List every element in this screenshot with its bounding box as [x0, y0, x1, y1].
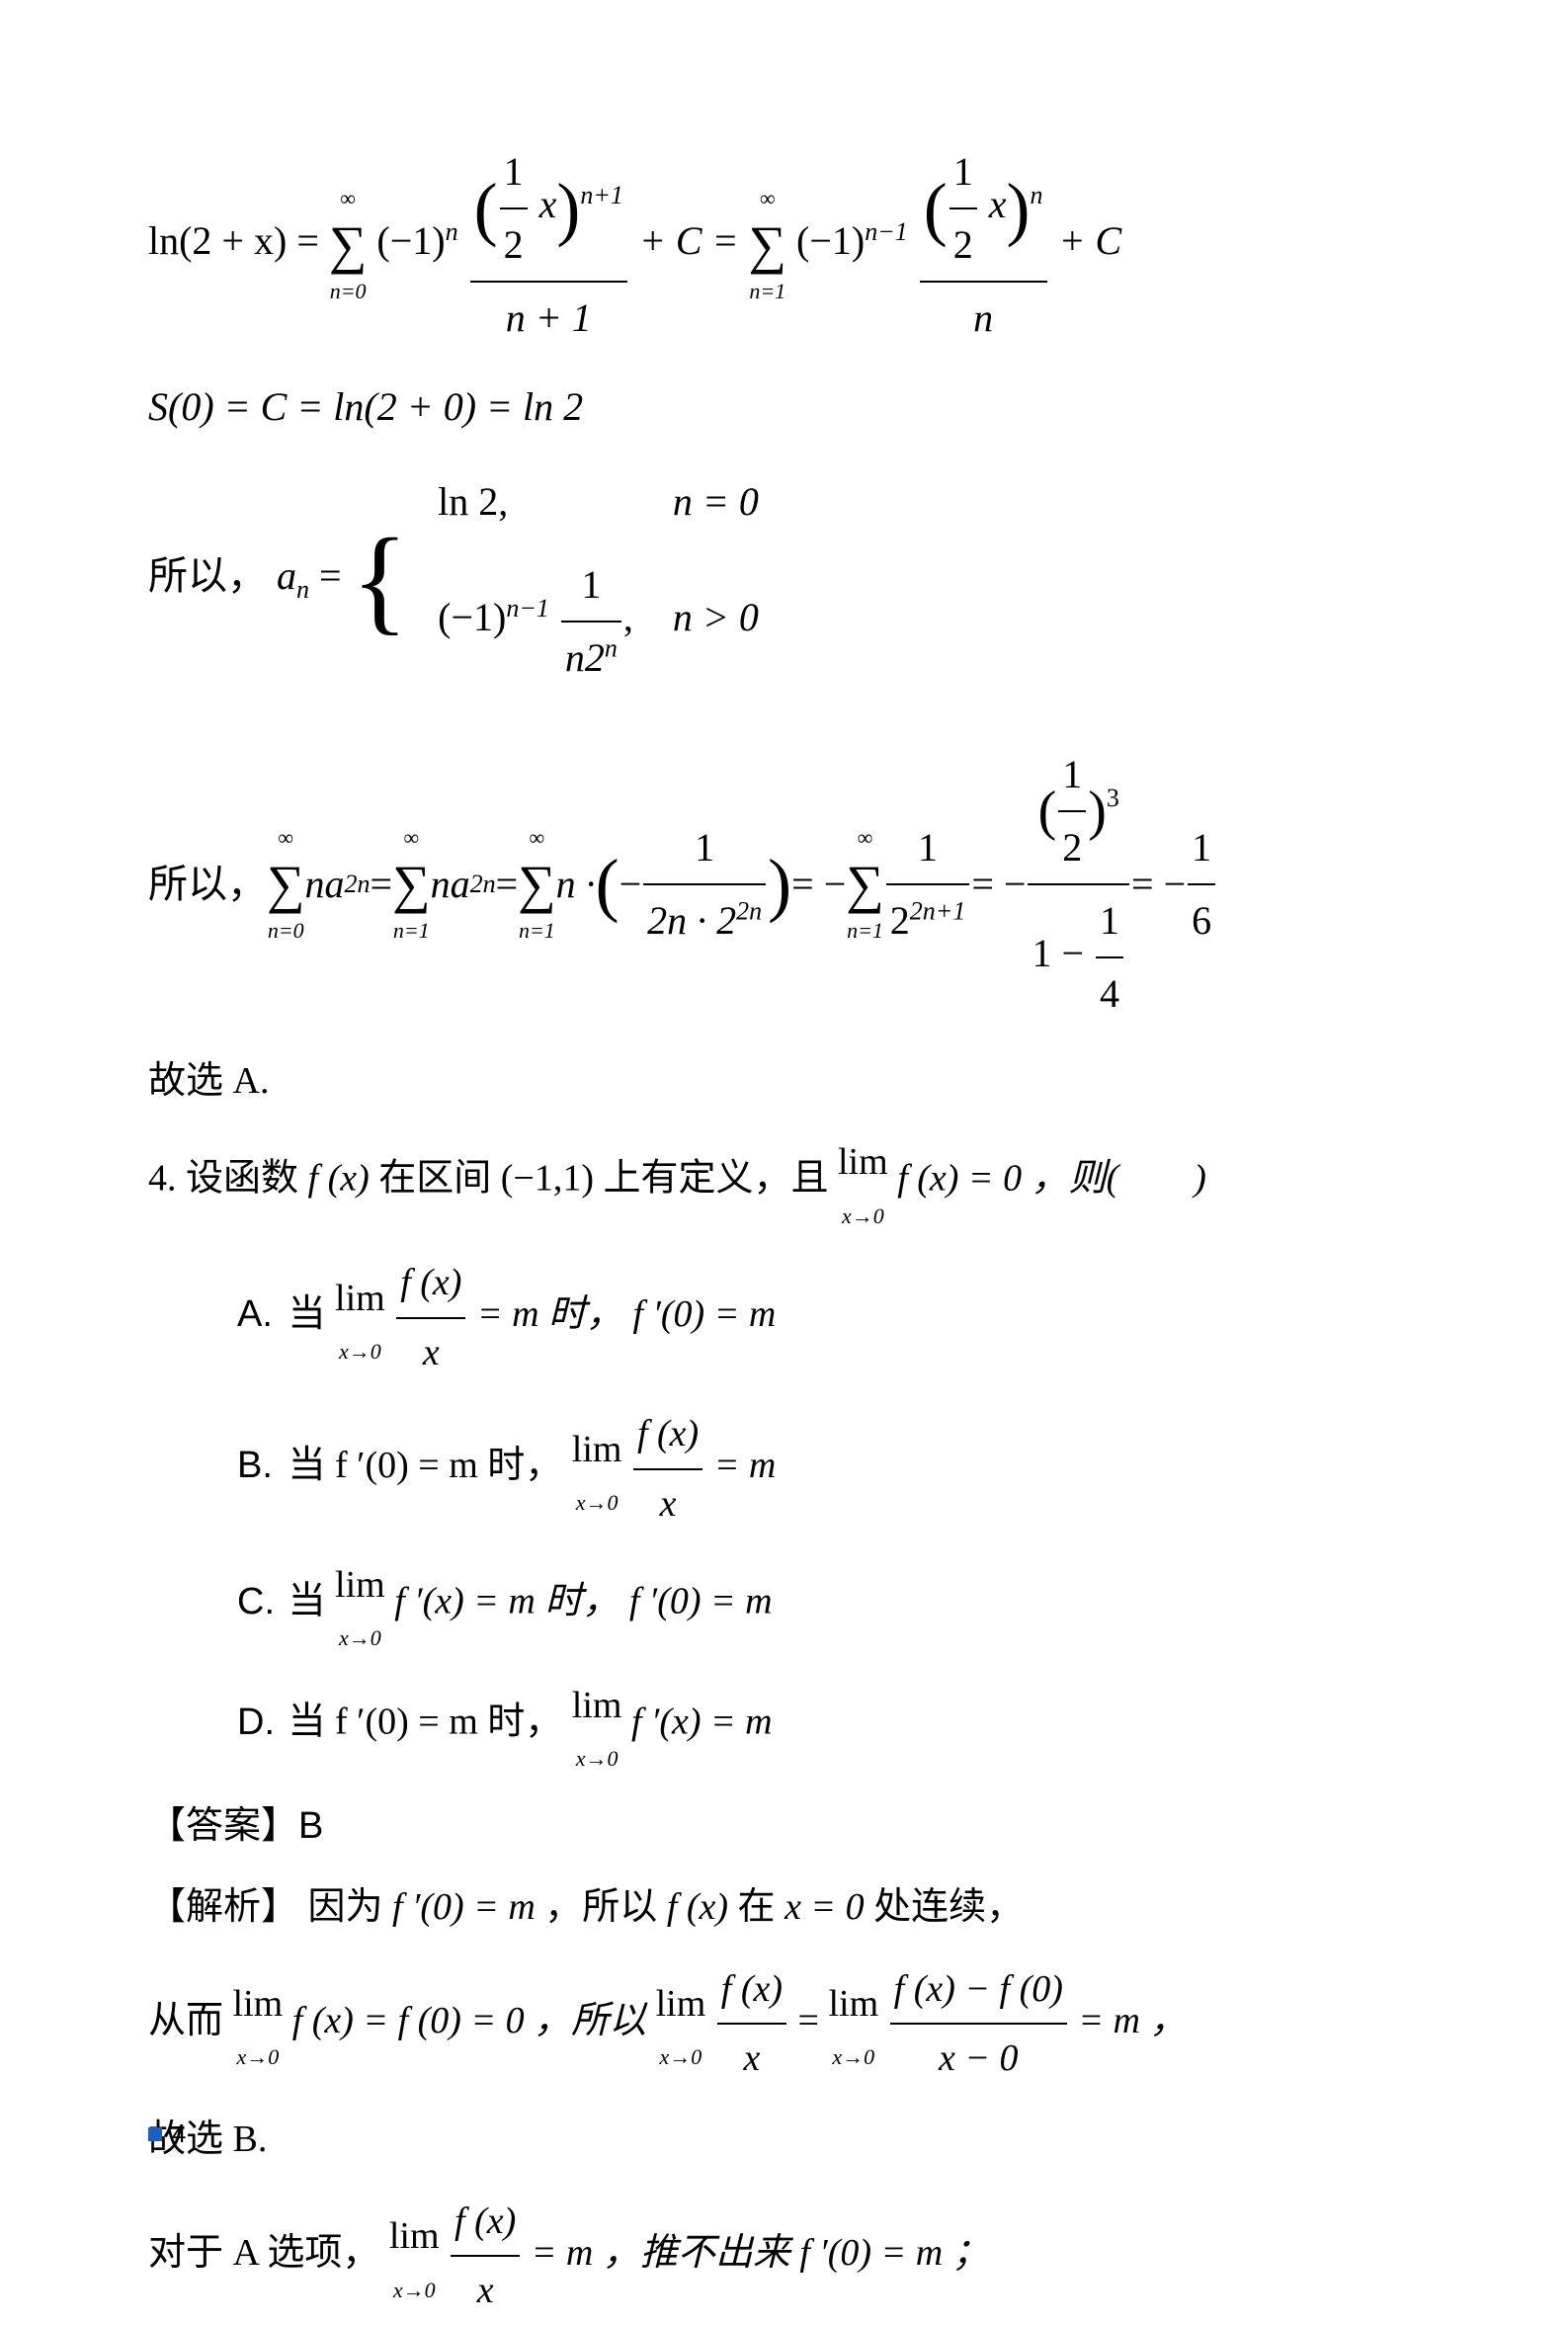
analysis-A-option: 对于 A 选项， limx→0 f (x)x = m ，推不出来 f ′(0) …: [148, 2188, 1420, 2325]
sum-icon: ∞ ∑ n=1: [749, 179, 787, 310]
sum-icon: ∞∑n=1: [392, 818, 431, 950]
answer-line: 【答案】B: [148, 1792, 1420, 1860]
lim-icon: limx→0: [828, 1970, 878, 2077]
page-number: 4: [172, 2118, 186, 2149]
eq1-frac1: (12 x)n+1 n + 1: [470, 136, 627, 354]
eq1-frac2: (12 x)n n: [920, 136, 1047, 354]
content-area: ln(2 + x) = ∞ ∑ n=0 (−1)n (12 x)n+1 n + …: [148, 136, 1420, 2325]
question-4: 4. 设函数 f (x) 在区间 (−1,1) 上有定义，且 limx→0 f …: [148, 1128, 1420, 1235]
option-B: B. 当 f ′(0) = m 时， limx→0 f (x)x = m: [237, 1400, 1420, 1537]
equation-an-piecewise: 所以， an = { ln 2, n = 0 (−1)n−1 1 n2n ,: [148, 460, 1420, 700]
lim-icon: limx→0: [656, 1970, 706, 2077]
page: ln(2 + x) = ∞ ∑ n=0 (−1)n (12 x)n+1 n + …: [0, 0, 1568, 2218]
piecewise-body: ln 2, n = 0 (−1)n−1 1 n2n , n > 0: [418, 460, 779, 700]
eq1-term2-pre: (−1): [796, 218, 865, 263]
sum-icon: ∞ ∑ n=0: [329, 179, 368, 310]
lim-icon: limx→0: [572, 1416, 622, 1523]
options-list: A. 当 limx→0 f (x)x = m 时， f ′(0) = m B. …: [237, 1249, 1420, 1779]
option-D: D. 当 f ′(0) = m 时， limx→0 f ′(x) = m: [237, 1672, 1420, 1779]
eq1-term1-pre: (−1): [376, 218, 445, 263]
lim-icon: limx→0: [335, 1551, 385, 1658]
eq1-term2-sup: n−1: [865, 217, 908, 246]
lim-icon: limx→0: [335, 1265, 385, 1371]
conclusion-A: 故选 A.: [148, 1047, 1420, 1115]
option-C: C. 当 limx→0 f ′(x) = m 时， f ′(0) = m: [237, 1551, 1420, 1658]
footer-square-icon: [148, 2127, 162, 2141]
page-footer: 4: [148, 2118, 186, 2149]
equation-S0: S(0) = C = ln(2 + 0) = ln 2: [148, 372, 1420, 443]
eq1-lhs: ln(2 + x) =: [148, 218, 319, 263]
eq1-tail: + C: [1059, 218, 1122, 263]
sum-icon: ∞∑n=1: [846, 818, 884, 950]
sum-icon: ∞∑n=0: [267, 818, 305, 950]
equation-ln-expansion: ln(2 + x) = ∞ ∑ n=0 (−1)n (12 x)n+1 n + …: [148, 136, 1420, 354]
eq1-term1-sup: n: [446, 217, 458, 246]
conclusion-B: 故选 B.: [148, 2106, 1420, 2173]
analysis-line-1: 【解析】 因为 f ′(0) = m ，所以 f (x) 在 x = 0 处连续…: [148, 1873, 1420, 1941]
lim-icon: limx→0: [838, 1128, 888, 1235]
suoyi-label: 所以，: [148, 553, 267, 598]
lim-icon: limx→0: [233, 1970, 284, 2077]
analysis-line-2: 从而 limx→0 f (x) = f (0) = 0 ，所以 limx→0 f…: [148, 1955, 1420, 2093]
option-A: A. 当 limx→0 f (x)x = m 时， f ′(0) = m: [237, 1249, 1420, 1386]
brace-icon: {: [352, 521, 409, 639]
sum-icon: ∞∑n=1: [518, 818, 556, 950]
eq1-plusC1: + C =: [639, 218, 739, 263]
equation-sum-chain: 所以， ∞∑n=0 na2n = ∞∑n=1 na2n = ∞∑n=1 n · …: [148, 739, 1420, 1030]
lim-icon: limx→0: [389, 2202, 440, 2309]
lim-icon: limx→0: [572, 1672, 622, 1779]
